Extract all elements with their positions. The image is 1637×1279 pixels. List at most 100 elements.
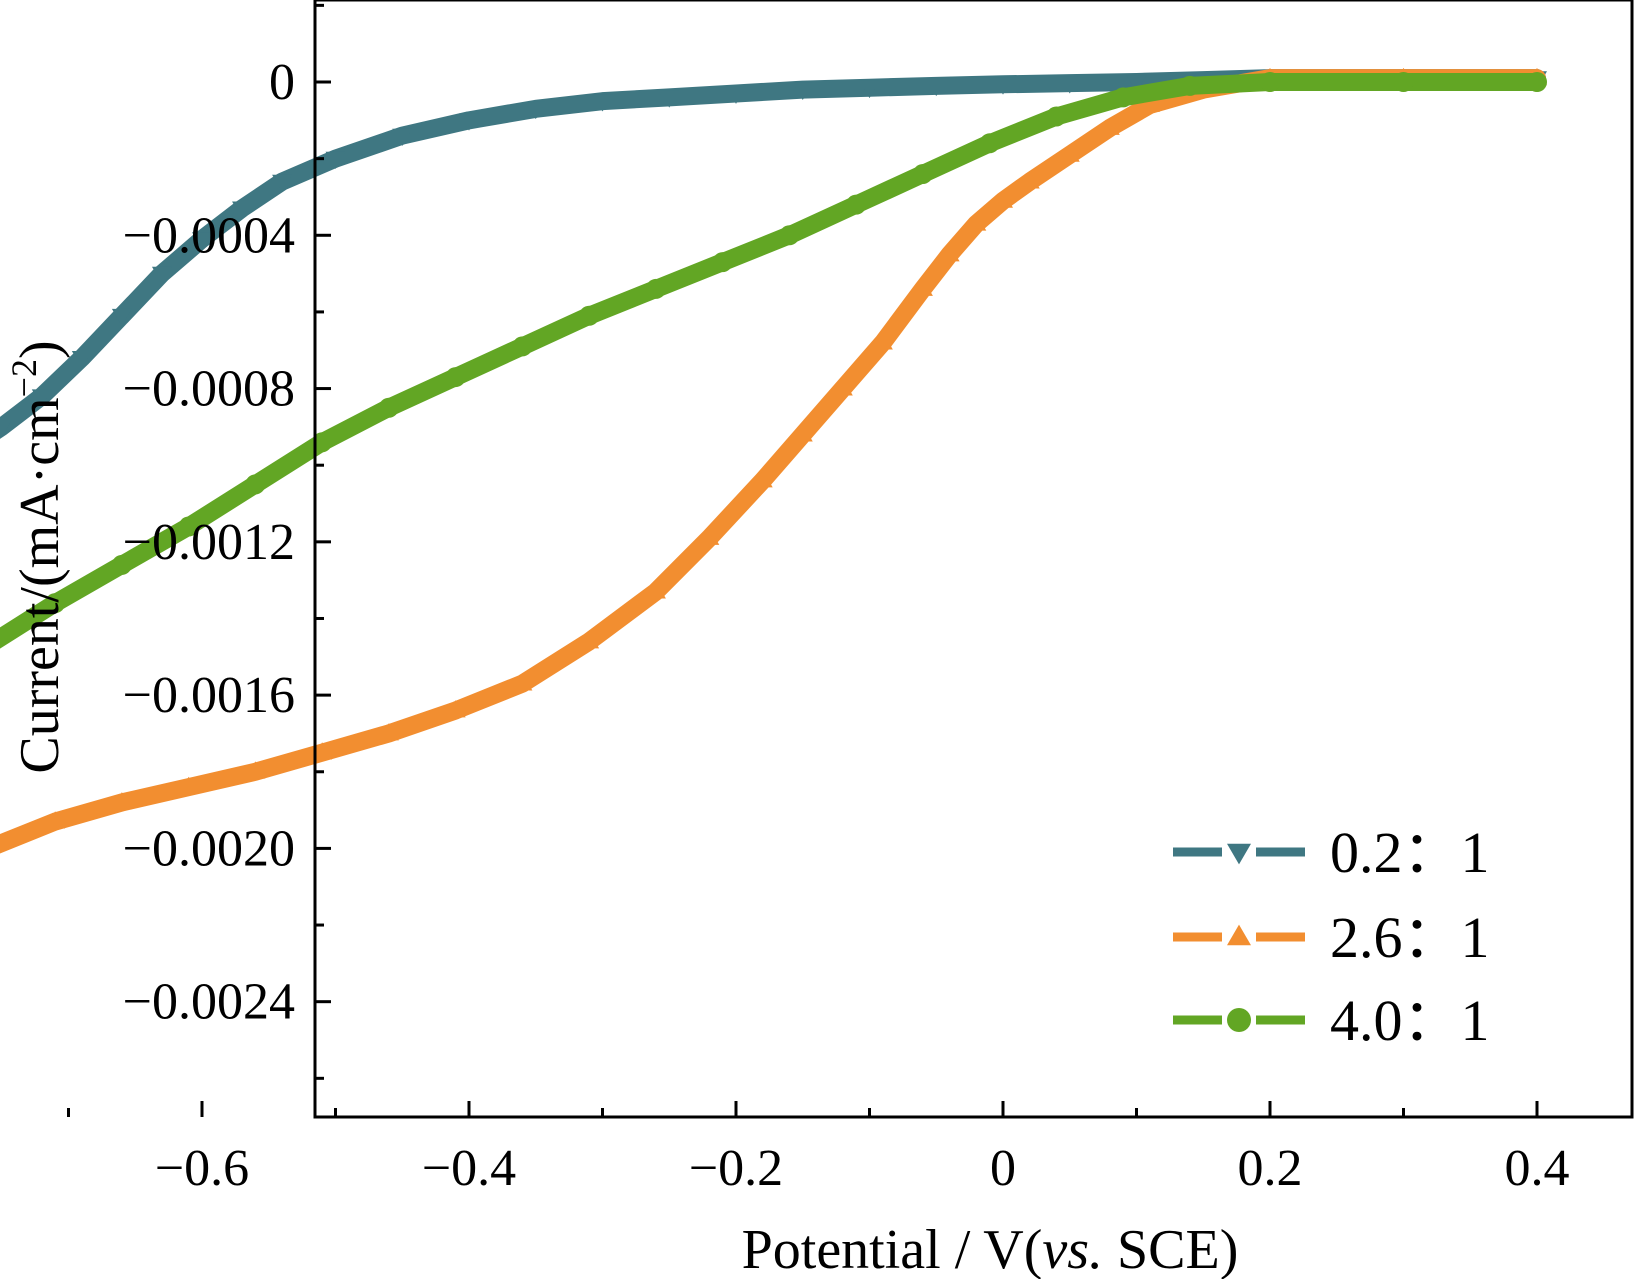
data-point (178, 776, 199, 794)
data-point (378, 397, 399, 418)
data-point (31, 389, 52, 407)
data-point (71, 351, 92, 369)
y-tick-label: 0 (269, 54, 295, 111)
data-point (0, 419, 12, 438)
data-point (645, 278, 666, 299)
legend-label: 4.0：1 (1330, 988, 1490, 1053)
x-tick-label: −0.4 (422, 1140, 516, 1197)
data-point (272, 174, 293, 192)
data-point (245, 761, 266, 779)
y-axis: 0 −0.0004 −0.0008 −0.0012 −0.0016 −0.0020 −0.0… (123, 3, 331, 1080)
data-point (111, 308, 132, 327)
y-tick-label: −0.0016 (123, 667, 295, 724)
data-point (1260, 72, 1280, 92)
data-point (312, 432, 333, 453)
data-point (1059, 76, 1080, 94)
x-tick-label: −0.2 (689, 1140, 783, 1197)
data-point (445, 367, 466, 388)
data-point (872, 332, 893, 350)
data-point (325, 151, 346, 169)
data-point (512, 673, 533, 691)
data-point (926, 78, 947, 97)
legend-item: 0.2：1 (1173, 820, 1490, 885)
legend-marker (1227, 843, 1251, 865)
data-point (993, 190, 1013, 208)
data-point (459, 113, 479, 131)
y-tick-label: −0.0004 (123, 207, 295, 264)
data-point (712, 252, 733, 273)
series-2 (0, 67, 1547, 854)
legend-label: 0.2：1 (1330, 820, 1490, 885)
data-point (445, 700, 466, 718)
x-axis-title-italic: vs. (1042, 1219, 1103, 1279)
legend: 0.2：1 2.6：1 4.0：1 (1173, 820, 1490, 1053)
data-point (645, 581, 666, 599)
data-point (752, 470, 773, 488)
data-point (792, 82, 813, 101)
x-axis-title: Potential / V(vs. SCE) (742, 1219, 1239, 1279)
series-1 (0, 69, 1547, 439)
x-axis-title-tail: SCE) (1103, 1219, 1238, 1279)
data-point (111, 792, 132, 810)
data-point (699, 527, 720, 545)
x-axis-title-main: Potential / V( (742, 1219, 1043, 1279)
data-point (1099, 117, 1120, 135)
x-tick-label: −0.6 (155, 1140, 249, 1197)
data-point (1046, 106, 1067, 127)
y-axis-title-tail: ) (9, 340, 71, 359)
data-point (726, 86, 746, 104)
data-point (939, 244, 960, 262)
y-tick-label: −0.0024 (123, 974, 295, 1031)
data-point (45, 811, 66, 829)
data-point (859, 80, 880, 99)
data-point (151, 266, 172, 284)
data-point (111, 554, 132, 575)
data-point (512, 336, 533, 357)
data-point (993, 77, 1013, 95)
data-point (579, 305, 600, 326)
data-point (846, 194, 867, 215)
data-point (232, 201, 253, 219)
data-point (979, 133, 1000, 154)
legend-item: 4.0：1 (1173, 988, 1490, 1053)
data-point (1059, 144, 1080, 162)
series-3 (0, 72, 1547, 649)
data-point (592, 94, 613, 112)
series-line (0, 69, 1546, 854)
data-point (1139, 94, 1160, 112)
data-point (966, 213, 987, 231)
data-point (659, 90, 680, 108)
plot-frame (313, 0, 1634, 1119)
data-point (832, 378, 853, 396)
data-point (912, 163, 933, 184)
data-point (192, 232, 212, 250)
data-point (178, 516, 199, 537)
data-point (378, 723, 399, 741)
y-tick-label: −0.0020 (123, 820, 295, 877)
data-point (912, 278, 933, 296)
x-tick-label: 0.4 (1505, 1140, 1570, 1197)
legend-marker (1227, 924, 1251, 946)
x-tick-label: 0.2 (1238, 1140, 1303, 1197)
data-point (579, 631, 600, 649)
series-layer (0, 67, 1547, 854)
data-point (392, 128, 413, 146)
data-point (1393, 72, 1414, 92)
data-point (792, 424, 813, 442)
data-point (1113, 87, 1134, 108)
y-tick-label: −0.0008 (123, 361, 295, 418)
x-axis: −1.0−0.8−0.6−0.4−0.200.20.4 (67, 1101, 1570, 1197)
data-point (525, 101, 546, 120)
data-point (312, 742, 333, 760)
y-tick-label: −0.0012 (123, 514, 295, 571)
x-tick-label: 0 (990, 1140, 1016, 1197)
y-axis-title-sup: −2 (4, 359, 44, 397)
y-axis-title: Current/(mA·cm−2) (4, 340, 71, 773)
legend-label: 2.6：1 (1330, 905, 1490, 970)
data-point (779, 225, 800, 246)
data-point (1527, 72, 1547, 92)
data-point (1126, 75, 1147, 93)
data-point (1019, 171, 1040, 189)
legend-marker (1227, 1008, 1251, 1032)
